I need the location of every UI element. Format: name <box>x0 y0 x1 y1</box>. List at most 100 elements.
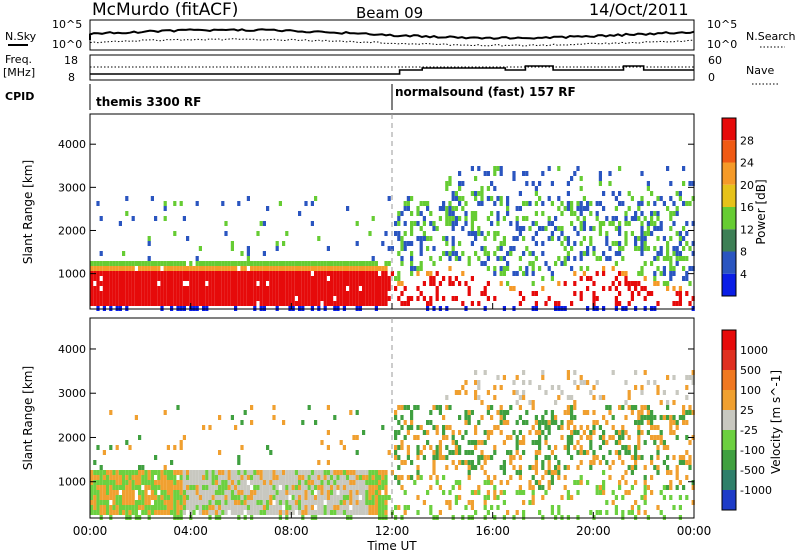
heatmap-cell <box>614 450 618 455</box>
heatmap-cell <box>477 380 481 385</box>
heatmap-cell <box>118 221 122 226</box>
heatmap-cell <box>528 226 532 231</box>
heatmap-cell <box>566 241 570 246</box>
heatmap-cell <box>198 495 202 500</box>
heatmap-cell <box>493 485 497 490</box>
heatmap-cell <box>314 301 318 306</box>
heatmap-cell <box>454 191 458 196</box>
heatmap-cell <box>189 500 193 505</box>
heatmap-cell <box>675 231 679 236</box>
heatmap-cell <box>653 226 657 231</box>
heatmap-cell <box>397 505 401 510</box>
heatmap-cell <box>669 425 673 430</box>
heatmap-cell <box>211 286 215 291</box>
heatmap-cell <box>646 410 650 415</box>
heatmap-cell <box>486 510 490 515</box>
heatmap-cell <box>304 201 308 206</box>
heatmap-cell <box>160 475 164 480</box>
heatmap-cell <box>582 450 586 455</box>
heatmap-cell <box>285 291 289 296</box>
heatmap-cell <box>656 256 660 261</box>
heatmap-cell <box>445 181 449 186</box>
heatmap-cell <box>192 475 196 480</box>
heatmap-cell <box>598 226 602 231</box>
heatmap-cell <box>426 440 430 445</box>
heatmap-cell <box>157 485 161 490</box>
heatmap-cell <box>618 201 622 206</box>
heatmap-cell <box>566 490 570 495</box>
heatmap-cell <box>211 495 215 500</box>
heatmap-cell <box>234 261 238 266</box>
colorbar-tick-label: 16 <box>740 201 754 214</box>
heatmap-cell <box>618 430 622 435</box>
heatmap-cell <box>515 206 519 211</box>
heatmap-cell <box>570 221 574 226</box>
heatmap-cell <box>643 231 647 236</box>
heatmap-cell <box>333 495 337 500</box>
heatmap-cell <box>634 455 638 460</box>
heatmap-cell <box>515 490 519 495</box>
heatmap-cell <box>464 281 468 286</box>
heatmap-cell <box>653 435 657 440</box>
heatmap-cell <box>381 500 385 505</box>
heatmap-cell <box>634 241 638 246</box>
heatmap-cell <box>374 475 378 480</box>
heatmap-cell <box>515 216 519 221</box>
heatmap-cell <box>451 246 455 251</box>
heatmap-cell <box>240 261 244 266</box>
heatmap-cell <box>381 510 385 515</box>
heatmap-cell <box>570 405 574 410</box>
heatmap-cell <box>602 221 606 226</box>
heatmap-cell <box>646 380 650 385</box>
heatmap-cell <box>493 296 497 301</box>
heatmap-cell <box>518 430 522 435</box>
heatmap-cell <box>240 286 244 291</box>
heatmap-cell <box>211 510 215 515</box>
heatmap-cell <box>333 470 337 475</box>
heatmap-cell <box>464 505 468 510</box>
heatmap-cell <box>621 425 625 430</box>
heatmap-cell <box>445 221 449 226</box>
heatmap-cell <box>198 276 202 281</box>
heatmap-cell <box>410 241 414 246</box>
heatmap-cell <box>227 480 231 485</box>
heatmap-cell <box>288 276 292 281</box>
heatmap-cell <box>512 286 516 291</box>
heatmap-cell <box>278 296 282 301</box>
heatmap-cell <box>426 420 430 425</box>
heatmap-cell <box>147 485 151 490</box>
heatmap-cell <box>96 470 100 475</box>
heatmap-cell <box>227 495 231 500</box>
heatmap-cell <box>230 500 234 505</box>
heatmap-cell <box>256 276 260 281</box>
heatmap-cell <box>515 440 519 445</box>
heatmap-cell <box>179 485 183 490</box>
heatmap-cell <box>387 495 391 500</box>
heatmap-cell <box>573 415 577 420</box>
heatmap-cell <box>602 480 606 485</box>
heatmap-cell <box>477 166 481 171</box>
heatmap-cell <box>294 500 298 505</box>
heatmap-cell <box>451 296 455 301</box>
heatmap-cell <box>106 291 110 296</box>
heatmap-cell <box>669 261 673 266</box>
heatmap-cell <box>230 266 234 271</box>
heatmap-cell <box>621 256 625 261</box>
heatmap-cell <box>432 226 436 231</box>
heatmap-cell <box>96 500 100 505</box>
heatmap-cell <box>304 276 308 281</box>
heatmap-cell <box>416 206 420 211</box>
heatmap-cell <box>528 251 532 256</box>
heatmap-cell <box>122 251 126 256</box>
heatmap-cell <box>413 405 417 410</box>
heatmap-cell <box>262 480 266 485</box>
heatmap-cell <box>122 470 126 475</box>
heatmap-cell <box>352 435 356 440</box>
heatmap-cell <box>96 291 100 296</box>
heatmap-cell <box>442 475 446 480</box>
heatmap-cell <box>541 430 545 435</box>
heatmap-cell <box>627 435 631 440</box>
heatmap-cell <box>528 201 532 206</box>
heatmap-cell <box>112 291 116 296</box>
heatmap-cell <box>323 291 327 296</box>
